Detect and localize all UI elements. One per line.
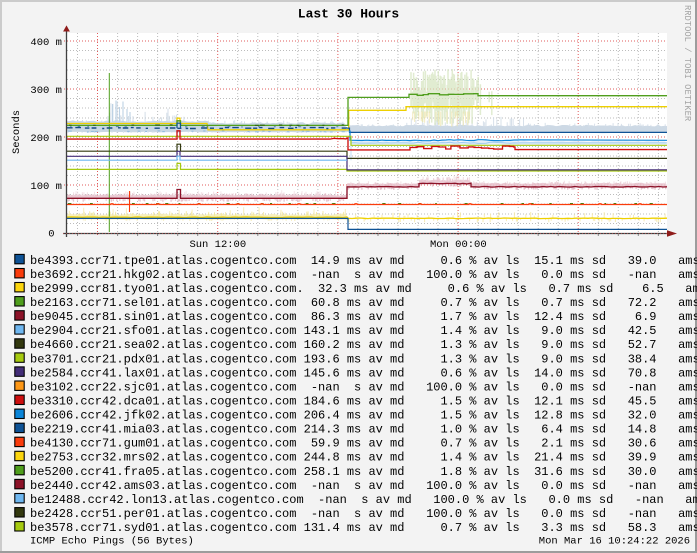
svg-text:be3701.ccr21.pdx01.atlas.cogen: be3701.ccr21.pdx01.atlas.cogentco.com 19… — [30, 352, 697, 366]
svg-text:be2606.ccr42.jfk02.atlas.cogen: be2606.ccr42.jfk02.atlas.cogentco.com 20… — [30, 409, 697, 423]
svg-text:100 m: 100 m — [30, 181, 62, 193]
svg-text:be5200.ccr41.fra05.atlas.cogen: be5200.ccr41.fra05.atlas.cogentco.com 25… — [30, 465, 697, 479]
svg-text:be9045.ccr81.sin01.atlas.cogen: be9045.ccr81.sin01.atlas.cogentco.com 86… — [30, 310, 697, 324]
svg-text:be3692.ccr21.hkg02.atlas.cogen: be3692.ccr21.hkg02.atlas.cogentco.com -n… — [30, 268, 697, 282]
svg-text:be2440.ccr42.ams03.atlas.cogen: be2440.ccr42.ams03.atlas.cogentco.com -n… — [30, 479, 697, 493]
svg-text:Mon 00:00: Mon 00:00 — [430, 239, 487, 251]
svg-text:RRDTOOL / TOBI OETIKER: RRDTOOL / TOBI OETIKER — [682, 5, 692, 122]
svg-text:Sun 12:00: Sun 12:00 — [189, 239, 246, 251]
svg-text:be4660.ccr21.sea02.atlas.cogen: be4660.ccr21.sea02.atlas.cogentco.com 16… — [30, 338, 697, 352]
svg-text:be2999.ccr81.tyo01.atlas.cogen: be2999.ccr81.tyo01.atlas.cogentco.com. 3… — [30, 282, 697, 296]
svg-text:be3310.ccr42.dca01.atlas.cogen: be3310.ccr42.dca01.atlas.cogentco.com 18… — [30, 394, 697, 408]
svg-text:Mon Mar 16 10:24:22 2026: Mon Mar 16 10:24:22 2026 — [539, 536, 690, 548]
svg-text:be2428.ccr51.per01.atlas.cogen: be2428.ccr51.per01.atlas.cogentco.com -n… — [30, 507, 697, 521]
svg-text:0: 0 — [48, 228, 54, 240]
svg-text:ICMP Echo Pings (56 Bytes): ICMP Echo Pings (56 Bytes) — [30, 536, 194, 548]
svg-text:be4393.ccr71.tpe01.atlas.cogen: be4393.ccr71.tpe01.atlas.cogentco.com 14… — [30, 254, 697, 268]
svg-text:be2753.ccr32.mrs02.atlas.cogen: be2753.ccr32.mrs02.atlas.cogentco.com 24… — [30, 451, 697, 465]
svg-text:be2584.ccr41.lax01.atlas.cogen: be2584.ccr41.lax01.atlas.cogentco.com 14… — [30, 366, 697, 380]
svg-text:be2163.ccr71.sel01.atlas.cogen: be2163.ccr71.sel01.atlas.cogentco.com 60… — [30, 296, 697, 310]
svg-text:be2219.ccr41.mia03.atlas.cogen: be2219.ccr41.mia03.atlas.cogentco.com 21… — [30, 423, 697, 437]
svg-text:be3578.ccr71.syd01.atlas.cogen: be3578.ccr71.syd01.atlas.cogentco.com 13… — [30, 521, 697, 535]
svg-text:Seconds: Seconds — [11, 110, 23, 154]
svg-text:be12488.ccr42.lon13.atlas.coge: be12488.ccr42.lon13.atlas.cogentco.com -… — [30, 493, 697, 507]
svg-text:be3102.ccr22.sjc01.atlas.cogen: be3102.ccr22.sjc01.atlas.cogentco.com -n… — [30, 380, 697, 394]
svg-text:400 m: 400 m — [30, 37, 62, 49]
svg-text:be2904.ccr21.sfo01.atlas.cogen: be2904.ccr21.sfo01.atlas.cogentco.com 14… — [30, 324, 697, 338]
svg-text:200 m: 200 m — [30, 133, 62, 145]
svg-text:300 m: 300 m — [30, 85, 62, 97]
svg-text:be4130.ccr71.gum01.atlas.cogen: be4130.ccr71.gum01.atlas.cogentco.com 59… — [30, 437, 697, 451]
svg-text:Last 30 Hours: Last 30 Hours — [298, 7, 400, 22]
